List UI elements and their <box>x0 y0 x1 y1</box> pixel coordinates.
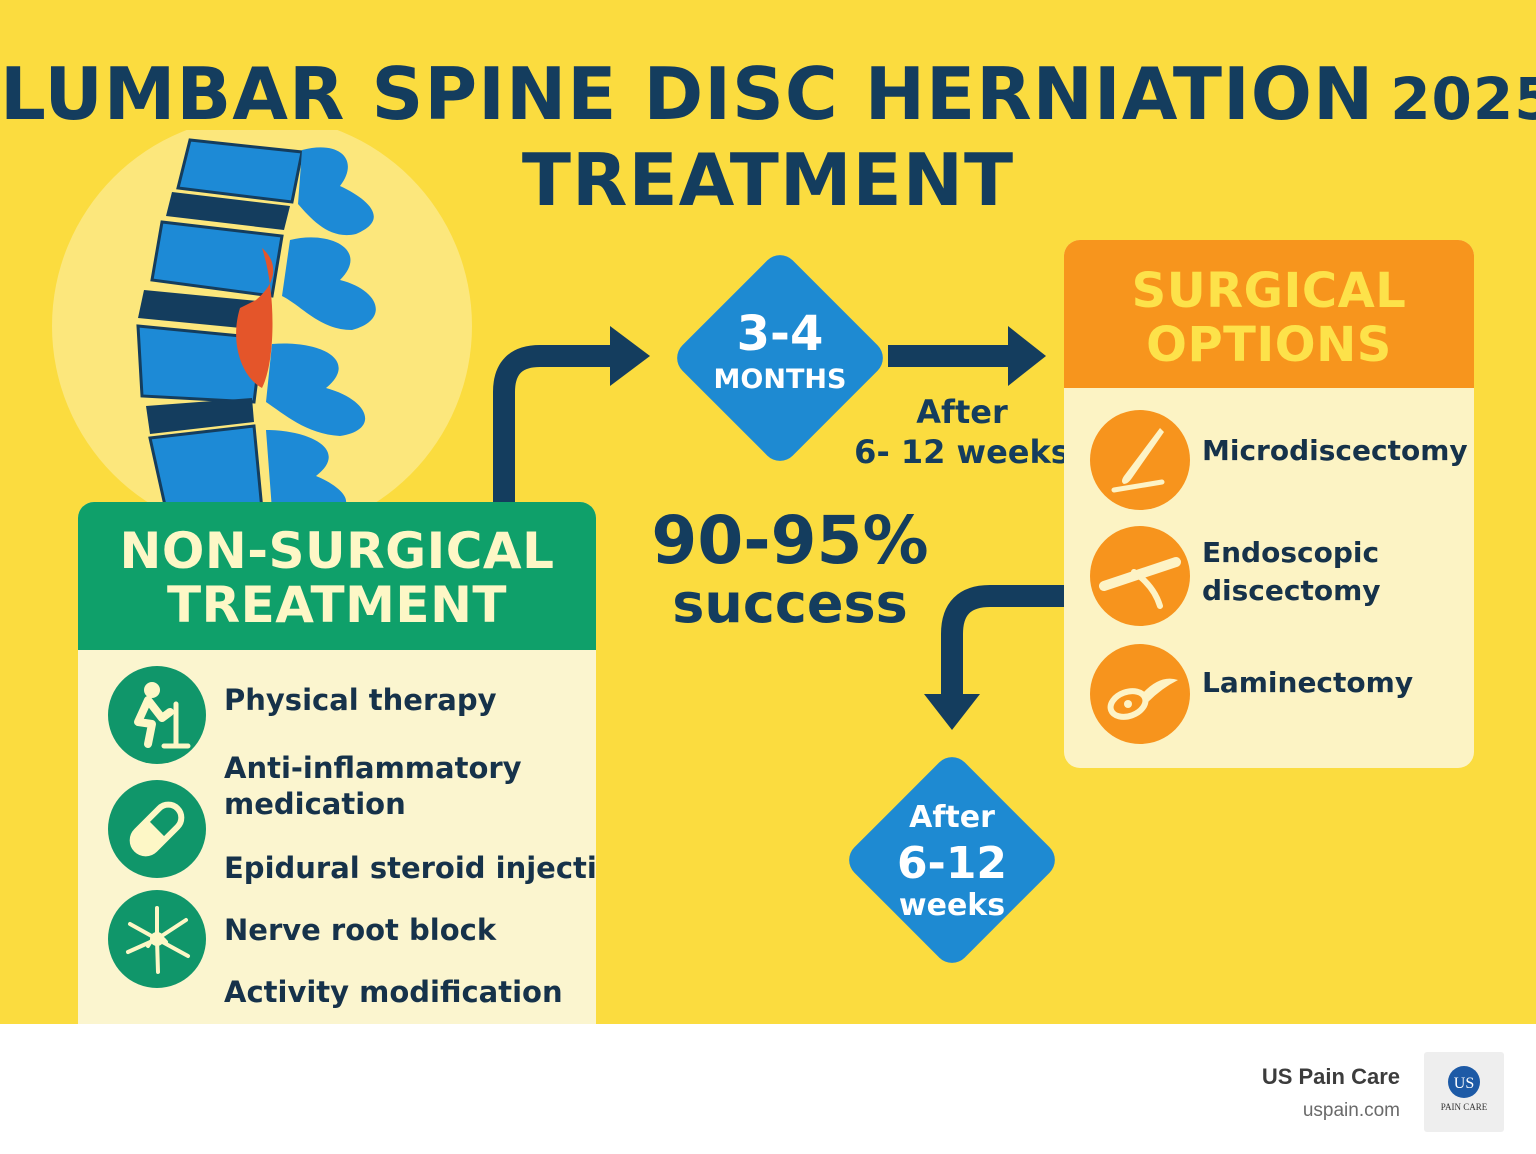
disc-2 <box>138 290 268 330</box>
non-surgical-item-anti-inflammatory: Anti-inflammatory <box>224 751 522 785</box>
logo-mark: US <box>1454 1075 1474 1092</box>
title-line-2: TREATMENT <box>521 138 1015 222</box>
non-surgical-item-nerve-block: Nerve root block <box>224 913 497 947</box>
timeline-top-value: 3-4 <box>736 306 824 362</box>
spinous-process-1 <box>298 147 374 236</box>
endoscope-icon <box>1090 526 1190 626</box>
non-surgical-item-epidural: Epidural steroid injection <box>224 851 596 885</box>
physical-therapy-icon <box>108 666 206 764</box>
arrow-head-to-bottom-diamond <box>924 694 980 730</box>
title-year: 2025 <box>1390 65 1536 133</box>
infographic-poster: LUMBAR SPINE DISC HERNIATION 2025 TREATME… <box>0 0 1536 1024</box>
non-surgical-panel: NON-SURGICAL TREATMENT <box>78 502 596 1024</box>
success-label: success <box>672 572 908 635</box>
non-surgical-item-physical-therapy: Physical therapy <box>224 683 497 717</box>
surgical-panel: SURGICAL OPTIONS Microdiscectomy Endosco… <box>1064 240 1474 768</box>
flow-arrows <box>493 326 1066 730</box>
logo-emblem: US <box>1448 1066 1480 1098</box>
brand-logo: US PAIN CARE <box>1424 1052 1504 1132</box>
non-surgical-item-activity: Activity modification <box>224 975 563 1009</box>
timeline-bottom-line3: weeks <box>898 888 1006 923</box>
after-weeks-label: After 6- 12 weeks <box>842 392 1082 472</box>
arrow-up-right-connector <box>493 345 612 502</box>
non-surgical-item-medication: medication <box>224 787 406 821</box>
pill-icon <box>108 780 206 878</box>
arrow-head-to-top-diamond <box>610 326 650 386</box>
disc-1 <box>166 192 290 230</box>
surgical-item-laminectomy: Laminectomy <box>1202 666 1414 699</box>
surgical-item-discectomy: discectomy <box>1202 574 1381 607</box>
non-surgical-heading: NON-SURGICAL TREATMENT <box>78 502 596 650</box>
success-rate: 90-95% <box>651 502 929 579</box>
vertebra-1 <box>176 138 304 204</box>
spinous-process-4 <box>266 430 347 510</box>
herniation-bulge <box>236 248 274 388</box>
title-main: LUMBAR SPINE DISC HERNIATION <box>0 52 1375 136</box>
logo-subtitle: PAIN CARE <box>1440 1102 1488 1112</box>
spine-illustration <box>52 130 472 510</box>
timeline-bottom-line2: 6-12 <box>896 838 1008 889</box>
non-surgical-heading-line2: TREATMENT <box>166 576 508 634</box>
arrow-head-to-surgical <box>1008 326 1046 386</box>
title-line-1: LUMBAR SPINE DISC HERNIATION 2025 <box>0 52 1536 136</box>
footer-url[interactable]: uspain.com <box>1302 1100 1400 1121</box>
after-label-line1: After <box>916 393 1008 431</box>
timeline-top-unit: MONTHS <box>713 364 847 395</box>
scalpel-icon <box>1090 410 1190 510</box>
surgical-heading-line2: OPTIONS <box>1146 317 1392 373</box>
disc-3 <box>146 398 254 434</box>
surgical-item-microdiscectomy: Microdiscectomy <box>1202 434 1468 467</box>
footer-brand-name: US Pain Care <box>1261 1064 1400 1089</box>
spinous-process-2 <box>282 237 376 330</box>
timeline-bottom-line1: After <box>909 800 995 835</box>
vertebra-4 <box>148 424 264 510</box>
vertebra-3 <box>136 324 264 404</box>
surgical-item-endoscopic: Endoscopic <box>1202 536 1380 569</box>
nerve-icon <box>108 890 206 988</box>
spinous-process-3 <box>266 343 366 436</box>
laminectomy-tool-icon <box>1090 644 1190 744</box>
after-label-line2: 6- 12 weeks <box>854 433 1070 471</box>
surgical-heading-line1: SURGICAL <box>1131 263 1407 319</box>
surgical-heading: SURGICAL OPTIONS <box>1064 240 1474 388</box>
vertebra-2 <box>150 220 284 298</box>
non-surgical-heading-line1: NON-SURGICAL <box>119 522 555 580</box>
arrow-down-connector <box>941 585 1066 696</box>
